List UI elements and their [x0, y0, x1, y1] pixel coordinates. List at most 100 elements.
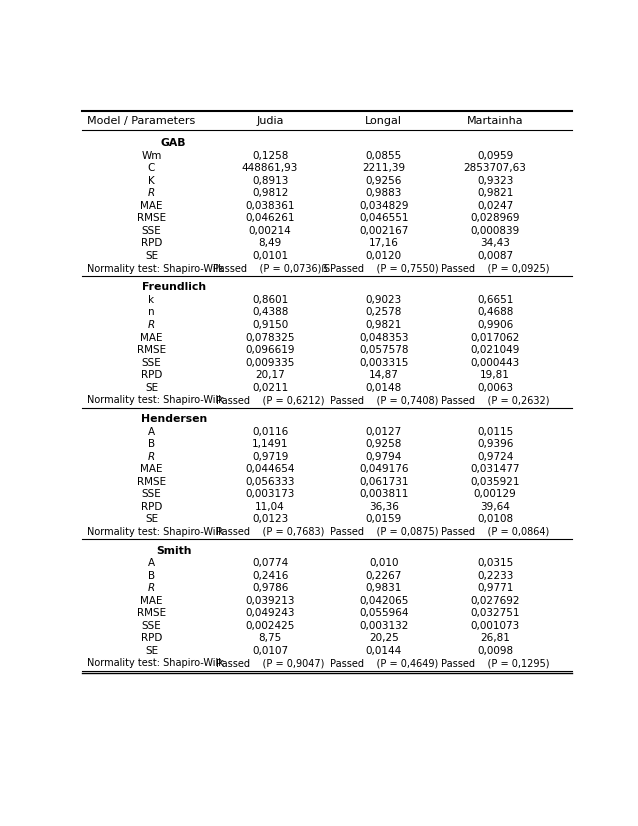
Text: 0,9812: 0,9812: [252, 188, 288, 198]
Text: 0,9786: 0,9786: [252, 583, 288, 593]
Text: 0,021049: 0,021049: [470, 345, 520, 355]
Text: 0,010: 0,010: [369, 558, 399, 568]
Text: 0,9719: 0,9719: [252, 452, 288, 462]
Text: 19,81: 19,81: [480, 370, 510, 380]
Text: Model / Parameters: Model / Parameters: [87, 116, 195, 126]
Text: 0,0959: 0,0959: [477, 151, 513, 161]
Text: Hendersen: Hendersen: [140, 414, 207, 424]
Text: B: B: [148, 439, 155, 449]
Text: SSE: SSE: [142, 226, 161, 236]
Text: 36,36: 36,36: [369, 501, 399, 512]
Text: 0,9724: 0,9724: [477, 452, 514, 462]
Text: Passed    (P = 0,7408): Passed (P = 0,7408): [330, 395, 438, 406]
Text: RPD: RPD: [141, 634, 162, 643]
Text: 0,055964: 0,055964: [359, 608, 408, 619]
Text: SE: SE: [145, 646, 158, 656]
Text: 8,75: 8,75: [258, 634, 282, 643]
Text: 8,49: 8,49: [258, 239, 282, 249]
Text: Passed    (P = 0,0864): Passed (P = 0,0864): [441, 527, 549, 537]
Text: Smith: Smith: [156, 546, 191, 556]
Text: 0,0115: 0,0115: [477, 426, 513, 436]
Text: 0,061731: 0,061731: [359, 477, 408, 487]
Text: 0,000839: 0,000839: [470, 226, 520, 236]
Text: MAE: MAE: [140, 596, 163, 605]
Text: 0,8601: 0,8601: [252, 295, 288, 305]
Text: Wm: Wm: [141, 151, 161, 161]
Text: SSE: SSE: [142, 489, 161, 499]
Text: 0,034829: 0,034829: [359, 201, 408, 211]
Text: 39,64: 39,64: [480, 501, 510, 512]
Text: Judia: Judia: [256, 116, 284, 126]
Text: 0,028969: 0,028969: [470, 213, 520, 223]
Text: 0,048353: 0,048353: [359, 333, 408, 343]
Text: 0,0101: 0,0101: [252, 251, 288, 261]
Text: RMSE: RMSE: [137, 213, 166, 223]
Text: 0,0144: 0,0144: [366, 646, 402, 656]
Text: 0,0159: 0,0159: [366, 515, 402, 525]
Text: 0,000443: 0,000443: [470, 358, 520, 368]
Text: 0,9906: 0,9906: [477, 320, 513, 330]
Text: Passed    (P = 0,7683): Passed (P = 0,7683): [216, 527, 324, 537]
Text: Passed    (P = 0,2632): Passed (P = 0,2632): [441, 395, 549, 406]
Text: GAB: GAB: [161, 138, 186, 148]
Text: A: A: [148, 426, 155, 436]
Text: 0,9323: 0,9323: [477, 176, 514, 186]
Text: MAE: MAE: [140, 201, 163, 211]
Text: 0,9256: 0,9256: [366, 176, 402, 186]
Text: 0,027692: 0,027692: [470, 596, 520, 605]
Text: k: k: [149, 295, 154, 305]
Text: n: n: [148, 307, 155, 317]
Text: R: R: [148, 583, 155, 593]
Text: SE: SE: [145, 382, 158, 392]
Text: 0,9771: 0,9771: [477, 583, 514, 593]
Text: 0,017062: 0,017062: [470, 333, 520, 343]
Text: 0,00129: 0,00129: [473, 489, 517, 499]
Text: 0,056333: 0,056333: [246, 477, 295, 487]
Text: 11,04: 11,04: [255, 501, 285, 512]
Text: 0,044654: 0,044654: [246, 464, 295, 474]
Text: 1,1491: 1,1491: [252, 439, 288, 449]
Text: 0,2233: 0,2233: [477, 571, 514, 581]
Text: 0,002425: 0,002425: [246, 621, 295, 631]
Text: Longal: Longal: [366, 116, 403, 126]
Text: 0,9794: 0,9794: [366, 452, 402, 462]
Text: K: K: [148, 176, 155, 186]
Text: 0,9396: 0,9396: [477, 439, 514, 449]
Text: 0,046551: 0,046551: [359, 213, 408, 223]
Text: 0,0098: 0,0098: [477, 646, 513, 656]
Text: 0,003173: 0,003173: [246, 489, 295, 499]
Text: 0,4388: 0,4388: [252, 307, 288, 317]
Text: R: R: [148, 452, 155, 462]
Text: B: B: [148, 571, 155, 581]
Text: 0,078325: 0,078325: [246, 333, 295, 343]
Text: 14,87: 14,87: [369, 370, 399, 380]
Text: Passed    (P = 0,0736)ß: Passed (P = 0,0736)ß: [213, 263, 327, 273]
Text: 0,0774: 0,0774: [252, 558, 288, 568]
Text: 0,0087: 0,0087: [477, 251, 513, 261]
Text: 448861,93: 448861,93: [242, 164, 299, 173]
Text: 0,096619: 0,096619: [246, 345, 295, 355]
Text: 0,6651: 0,6651: [477, 295, 514, 305]
Text: 0,057578: 0,057578: [359, 345, 408, 355]
Text: Passed    (P = 0,0925): Passed (P = 0,0925): [441, 263, 549, 273]
Text: 0,0127: 0,0127: [366, 426, 402, 436]
Text: 0,032751: 0,032751: [470, 608, 520, 619]
Text: 0,9023: 0,9023: [366, 295, 402, 305]
Text: 0,0107: 0,0107: [252, 646, 288, 656]
Text: 0,002167: 0,002167: [359, 226, 408, 236]
Text: Passed    (P = 0,6212): Passed (P = 0,6212): [216, 395, 324, 406]
Text: 2853707,63: 2853707,63: [464, 164, 526, 173]
Text: 20,25: 20,25: [369, 634, 399, 643]
Text: Passed    (P = 0,1295): Passed (P = 0,1295): [441, 658, 549, 668]
Text: 0,2578: 0,2578: [366, 307, 402, 317]
Text: SE: SE: [145, 251, 158, 261]
Text: RMSE: RMSE: [137, 608, 166, 619]
Text: Normality test: Shapiro-Wilk: Normality test: Shapiro-Wilk: [87, 658, 224, 668]
Text: 34,43: 34,43: [480, 239, 510, 249]
Text: 0,039213: 0,039213: [246, 596, 295, 605]
Text: 0,00214: 0,00214: [249, 226, 292, 236]
Text: 0,0148: 0,0148: [366, 382, 402, 392]
Text: Passed    (P = 0,9047): Passed (P = 0,9047): [216, 658, 324, 668]
Text: 0,031477: 0,031477: [470, 464, 520, 474]
Text: SSE: SSE: [142, 358, 161, 368]
